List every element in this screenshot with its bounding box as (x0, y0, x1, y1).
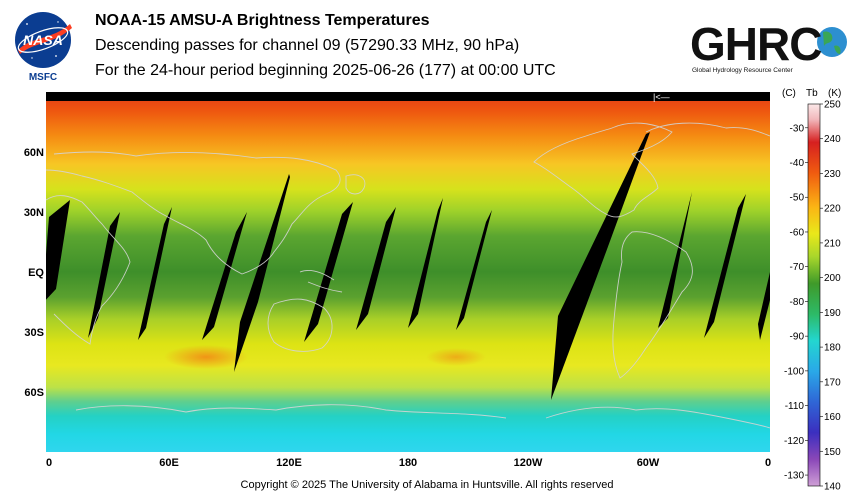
colorbar-tick-label-k: 250 (824, 100, 841, 111)
colorbar-tick-label-c: -100 (784, 366, 804, 377)
colorbar-tick-label-c: -30 (790, 123, 805, 134)
lat-label-60s: 60S (24, 387, 44, 399)
coastlines (46, 122, 770, 429)
lon-label-120e: 120E (276, 457, 302, 469)
lon-label-60w: 60W (636, 457, 660, 469)
pole-marker: |<— (653, 92, 670, 102)
lat-label-30n: 30N (23, 207, 44, 219)
colorbar-tick-label-k: 220 (824, 204, 841, 215)
no-data-band (46, 92, 770, 101)
lat-label-30s: 30S (24, 327, 44, 339)
colorbar-tick-label-c: -60 (790, 227, 805, 238)
copyright-notice: Copyright © 2025 The University of Alaba… (240, 479, 614, 491)
colorbar-tick-label-k: 140 (824, 482, 841, 493)
lon-label-0-right: 0 (764, 457, 772, 469)
colorbar-tick-label-k: 190 (824, 308, 841, 319)
nasa-wordmark: NASA (23, 32, 63, 48)
ghrc-tagline: Global Hydrology Resource Center (692, 67, 794, 74)
page-title: NOAA-15 AMSU-A Brightness Temperatures (95, 12, 430, 29)
brightness-temperature-map: |<— (46, 92, 770, 452)
colorbar-tick-label-c: -120 (784, 436, 804, 447)
nasa-msfc-logo: NASA MSFC (15, 12, 72, 82)
colorbar-tick-label-c: -70 (790, 262, 805, 273)
colorbar-tick-label-c: -130 (784, 471, 804, 482)
colorbar-tick-label-k: 210 (824, 238, 841, 249)
colorbar-header-c: (C) (782, 88, 796, 99)
period-line: For the 24-hour period beginning 2025-06… (95, 62, 556, 79)
colorbar-header-k: (K) (828, 88, 841, 99)
colorbar-header-tb: Tb (806, 88, 818, 99)
lon-label-180: 180 (398, 457, 418, 469)
page-subtitle: Descending passes for channel 09 (57290.… (95, 37, 520, 54)
lon-label-0-left: 0 (45, 457, 53, 469)
orbit-gap-swaths (46, 132, 770, 400)
colorbar: (C) Tb (K) 250 240 230 220 210 200 190 180 170 16… (782, 88, 841, 493)
lat-label-eq: EQ (28, 267, 44, 279)
colorbar-tick-label-k: 200 (824, 273, 841, 284)
warm-anomaly (164, 345, 248, 369)
colorbar-tick-label-k: 230 (824, 169, 841, 180)
ghrc-logo: GHRC Global Hydrology Resource Center (690, 18, 847, 74)
colorbar-tick-label-c: -50 (790, 193, 805, 204)
temperature-field (46, 92, 770, 452)
colorbar-tick-label-c: -90 (790, 332, 805, 343)
colorbar-gradient (807, 103, 821, 487)
colorbar-tick-label-c: -40 (790, 158, 805, 169)
colorbar-tick-label-k: 170 (824, 377, 841, 388)
colorbar-tick-label-c: -80 (790, 297, 805, 308)
colorbar-tick-label-k: 240 (824, 134, 841, 145)
colorbar-tick-label-k: 150 (824, 447, 841, 458)
colorbar-tick-label-k: 180 (824, 343, 841, 354)
msfc-label: MSFC (29, 72, 57, 82)
colorbar-tick-label-c: -110 (785, 401, 805, 412)
lon-label-60e: 60E (159, 457, 179, 469)
lat-label-60n: 60N (23, 147, 44, 159)
lon-label-120w: 120W (513, 457, 543, 469)
globe-icon (817, 27, 847, 57)
colorbar-tick-label-k: 160 (824, 412, 841, 423)
ghrc-wordmark: GHRC (690, 18, 821, 70)
